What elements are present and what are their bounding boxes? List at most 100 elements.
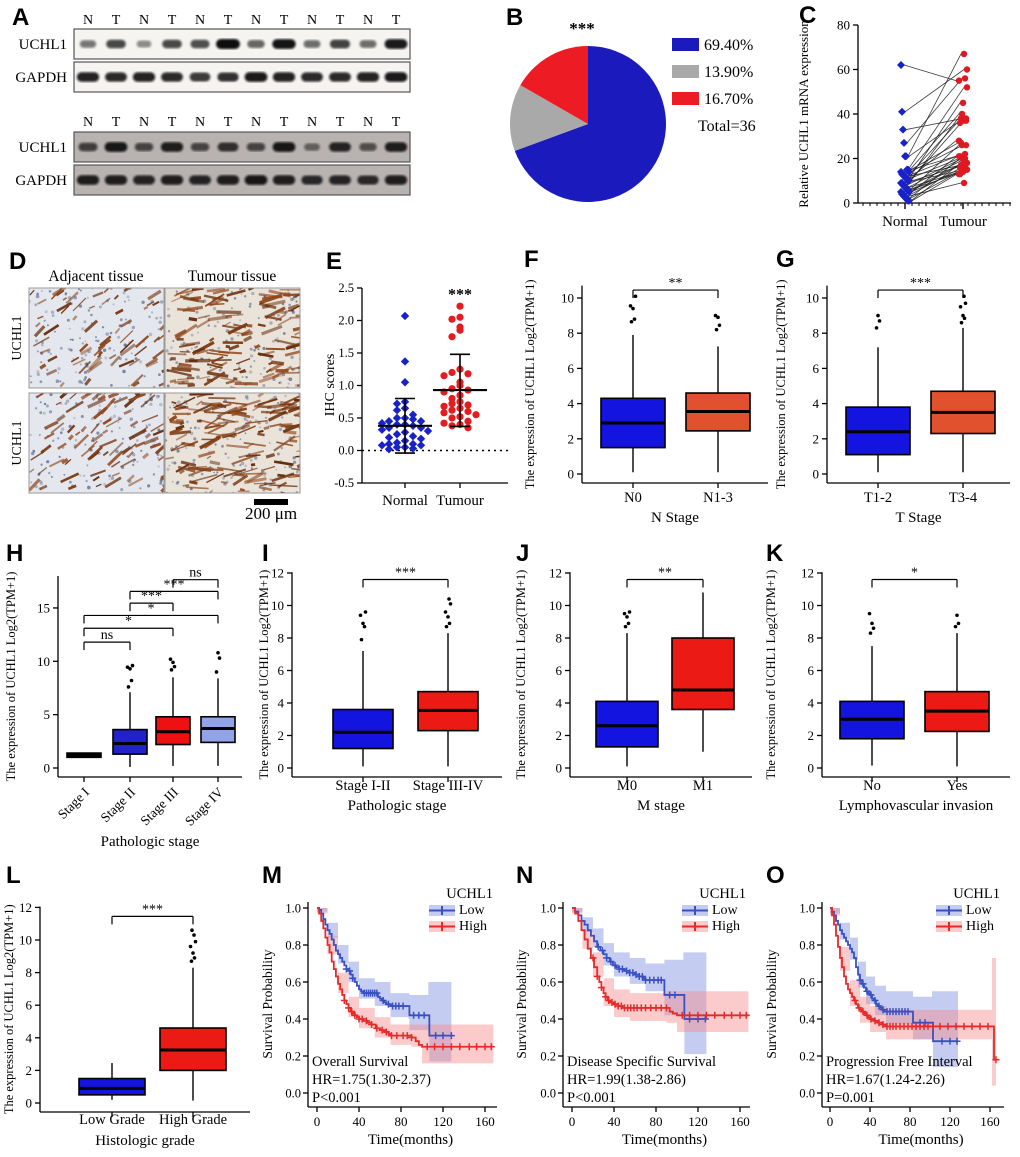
svg-text:0: 0 xyxy=(556,761,563,776)
svg-text:N: N xyxy=(83,13,93,28)
svg-text:T: T xyxy=(168,13,177,28)
svg-text:Normal: Normal xyxy=(382,493,428,509)
svg-text:High: High xyxy=(712,919,740,934)
svg-text:Progression Free Interval: Progression Free Interval xyxy=(826,1054,973,1070)
svg-text:2: 2 xyxy=(26,1063,33,1078)
svg-text:0.6: 0.6 xyxy=(540,976,556,990)
svg-text:Tumour: Tumour xyxy=(436,493,484,509)
svg-text:6: 6 xyxy=(278,663,285,678)
b-chart-svg: *** 69.40% 13.90% 16.70% Total=36 xyxy=(510,19,756,202)
svg-text:N: N xyxy=(139,115,149,130)
svg-text:Stage II: Stage II xyxy=(98,784,139,825)
svg-text:Stage I: Stage I xyxy=(55,784,93,822)
svg-text:200 μm: 200 μm xyxy=(245,504,297,523)
svg-text:2: 2 xyxy=(556,728,563,743)
h-chart-svg: 0 5 10 15 Stage I Stage II Stage III Stage IV ns… xyxy=(4,566,242,850)
svg-text:0.8: 0.8 xyxy=(540,939,556,953)
panel-label-n: N xyxy=(516,862,534,889)
svg-text:80: 80 xyxy=(650,1114,663,1129)
svg-text:1.0: 1.0 xyxy=(540,902,556,916)
svg-text:1.0: 1.0 xyxy=(285,902,301,916)
panel-i: I 0 2 4 6 8 10 12 Stage I-II Stage III-IV *** Patho… xyxy=(258,540,510,860)
svg-text:0: 0 xyxy=(569,1114,576,1129)
svg-text:P<0.001: P<0.001 xyxy=(567,1090,616,1106)
svg-text:4: 4 xyxy=(568,396,575,411)
svg-text:T: T xyxy=(392,115,401,130)
svg-text:HR=1.67(1.24-2.26): HR=1.67(1.24-2.26) xyxy=(826,1072,945,1088)
c-chart-svg: 0 20 40 60 80 Normal Tumour Relative UCHL1 mRNA… xyxy=(796,18,1011,230)
svg-text:Time(months): Time(months) xyxy=(368,1132,453,1148)
svg-text:13.90%: 13.90% xyxy=(704,64,753,81)
panel-label-k: K xyxy=(766,540,784,567)
svg-text:M stage: M stage xyxy=(637,798,685,814)
svg-text:Low Grade: Low Grade xyxy=(79,1112,145,1128)
panel-d: D Adjacent tissue Tumour tissue UCHL1 UCHL1 2… xyxy=(5,248,320,540)
svg-text:-0.5: -0.5 xyxy=(334,476,354,490)
svg-text:*: * xyxy=(125,614,132,629)
svg-text:Low: Low xyxy=(966,903,993,918)
svg-text:Stage III: Stage III xyxy=(137,784,181,828)
svg-text:6: 6 xyxy=(813,361,820,376)
svg-text:T: T xyxy=(112,13,121,28)
panel-label-l: L xyxy=(6,862,21,889)
svg-text:***: *** xyxy=(448,287,472,304)
svg-text:12: 12 xyxy=(549,566,562,581)
panel-b: B *** 69.40% 13.90% 16.70% Total=36 xyxy=(502,4,798,244)
svg-text:80: 80 xyxy=(395,1114,408,1129)
svg-text:T: T xyxy=(392,13,401,28)
svg-text:High: High xyxy=(459,919,487,934)
svg-text:T Stage: T Stage xyxy=(896,510,942,526)
svg-text:Time(months): Time(months) xyxy=(622,1132,707,1148)
svg-text:0: 0 xyxy=(568,467,575,482)
m-chart-svg: 0.0 0.2 0.4 0.6 0.8 1.0 0 40 80 120 160 Time(months… xyxy=(260,886,497,1148)
svg-text:120: 120 xyxy=(433,1114,453,1129)
o-chart-svg: 0.0 0.2 0.4 0.6 0.8 1.0 0 40 80 120 160 Time(months… xyxy=(764,886,1004,1148)
svg-text:4: 4 xyxy=(813,396,820,411)
svg-text:High: High xyxy=(966,919,994,934)
svg-text:2: 2 xyxy=(278,728,285,743)
svg-text:0.0: 0.0 xyxy=(285,1087,301,1101)
svg-text:T: T xyxy=(224,115,233,130)
svg-text:HR=1.99(1.38-2.86): HR=1.99(1.38-2.86) xyxy=(567,1072,686,1088)
svg-text:The expression of UCHL1 Log2(: The expression of UCHL1 Log2(TPM+1) xyxy=(764,570,778,780)
svg-text:N: N xyxy=(195,115,205,130)
svg-text:Disease Specific Survival: Disease Specific Survival xyxy=(567,1054,716,1070)
svg-text:8: 8 xyxy=(808,631,815,646)
panel-o: O 0.0 0.2 0.4 0.6 0.8 1.0 0 40 80 120 160 Time(month… xyxy=(762,862,1018,1155)
svg-text:Low: Low xyxy=(712,903,739,918)
svg-text:T: T xyxy=(280,115,289,130)
svg-text:GAPDH: GAPDH xyxy=(15,173,67,189)
svg-text:8: 8 xyxy=(278,631,285,646)
f-chart-svg: 0 2 4 6 8 10 N0 N1-3 ** N Stage The expression of … xyxy=(523,276,768,526)
svg-text:Stage I-II: Stage I-II xyxy=(335,778,390,794)
svg-text:16.70%: 16.70% xyxy=(704,91,753,108)
svg-text:Normal: Normal xyxy=(882,214,928,230)
svg-text:4: 4 xyxy=(808,696,815,711)
svg-text:***: *** xyxy=(141,589,162,604)
svg-text:10: 10 xyxy=(806,291,819,306)
svg-text:N0: N0 xyxy=(624,490,642,506)
svg-text:0: 0 xyxy=(808,761,815,776)
svg-text:12: 12 xyxy=(19,900,32,915)
panel-label-m: M xyxy=(262,862,282,889)
svg-text:6: 6 xyxy=(26,998,33,1013)
svg-text:0: 0 xyxy=(844,196,851,211)
svg-text:**: ** xyxy=(658,566,672,581)
svg-text:6: 6 xyxy=(556,663,563,678)
svg-text:*: * xyxy=(148,601,155,616)
panel-label-i: I xyxy=(262,540,269,567)
svg-text:2: 2 xyxy=(808,728,815,743)
svg-text:***: *** xyxy=(142,902,163,917)
svg-text:HR=1.75(1.30-2.37): HR=1.75(1.30-2.37) xyxy=(312,1072,431,1088)
svg-text:0.2: 0.2 xyxy=(285,1050,301,1064)
svg-text:N: N xyxy=(307,13,317,28)
svg-text:12: 12 xyxy=(271,566,284,581)
svg-text:0.6: 0.6 xyxy=(285,976,301,990)
svg-text:***: *** xyxy=(395,566,416,581)
svg-text:N: N xyxy=(363,115,373,130)
g-chart-svg: 0 2 4 6 8 10 T1-2 T3-4 *** T Stage The expression … xyxy=(774,276,1010,526)
svg-text:2: 2 xyxy=(568,431,575,446)
svg-text:160: 160 xyxy=(980,1114,1000,1129)
svg-text:T: T xyxy=(336,13,345,28)
svg-text:Overall Survival: Overall Survival xyxy=(312,1054,408,1070)
